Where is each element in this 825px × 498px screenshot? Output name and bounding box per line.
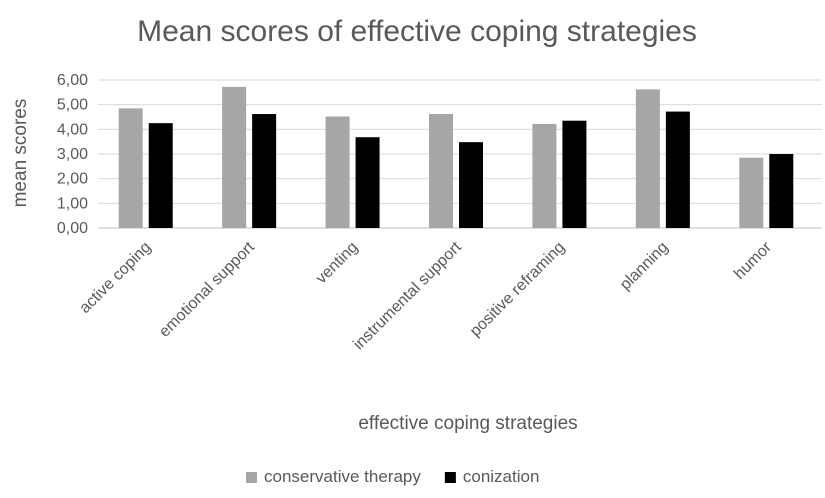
bar-conservative-therapy (325, 116, 350, 228)
y-tick-label: 1,00 (57, 195, 88, 212)
x-tick-label: venting (313, 239, 362, 288)
bar-conservative-therapy (222, 86, 247, 228)
bar-conservative-therapy (532, 123, 557, 228)
y-axis-title: mean scores (10, 99, 31, 208)
y-tick-label: 5,00 (57, 97, 88, 114)
x-tick-label: instrumental support (350, 238, 465, 353)
y-tick-label: 4,00 (57, 121, 88, 138)
bar-conservative-therapy (429, 114, 453, 228)
y-tick-label: 6,00 (57, 72, 88, 89)
x-tick-label: active coping (76, 239, 154, 317)
x-tick-label: positive reframing (467, 239, 568, 340)
bar-conization (769, 154, 794, 228)
legend: conservative therapy conization (246, 467, 539, 486)
x-tick-labels: active coping emotional support ventingins… (76, 238, 775, 353)
legend-label: conization (463, 467, 540, 486)
bar-conization (355, 137, 380, 228)
y-tick-label: 2,00 (57, 171, 88, 188)
bars (118, 86, 794, 228)
y-tick-label: 0,00 (57, 220, 88, 237)
chart-title: Mean scores of effective coping strategi… (137, 15, 697, 48)
x-tick-label: planning (617, 239, 672, 294)
bar-conization (148, 123, 173, 228)
y-tick-label: 3,00 (57, 146, 88, 163)
y-tick-labels: 0,00 1,00 2,00 3,00 4,00 5,00 6,00 (57, 72, 88, 237)
bar-conization (562, 120, 587, 228)
legend-swatch (444, 472, 456, 483)
legend-swatch (246, 472, 257, 483)
x-axis-title: effective coping strategies (358, 413, 577, 434)
legend-label: conservative therapy (264, 467, 421, 486)
bar-conservative-therapy (635, 89, 660, 228)
bar-conization (459, 142, 483, 228)
bar-conservative-therapy (739, 157, 764, 228)
x-tick-label: humor (731, 238, 776, 283)
x-tick-label: emotional support (156, 238, 258, 340)
bar-conservative-therapy (118, 108, 143, 228)
bar-conization (665, 111, 690, 228)
bar-conization (252, 114, 277, 228)
